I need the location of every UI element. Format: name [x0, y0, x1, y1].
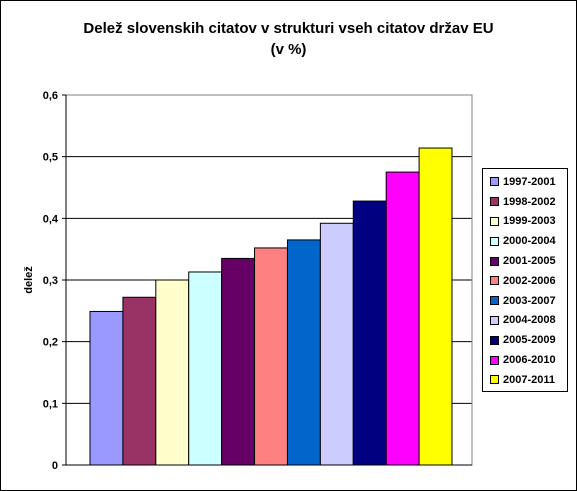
bar-2007-2011 [418, 147, 453, 466]
legend-label: 2002-2006 [503, 274, 556, 287]
bar-2005-2009 [352, 200, 387, 466]
y-tick-label: 0,3 [43, 275, 58, 287]
legend-label: 1998-2002 [503, 195, 556, 208]
legend-item: 2006-2010 [490, 350, 567, 370]
bar-2002-2006 [254, 247, 288, 466]
chart-title-line2: (v %) [270, 41, 307, 58]
y-tick-label: 0,1 [43, 398, 58, 410]
y-tick-label: 0,4 [43, 213, 59, 225]
legend-item: 2004-2008 [490, 311, 567, 331]
legend-label: 2005-2009 [503, 334, 556, 347]
bar-2003-2007 [286, 239, 321, 466]
legend-swatch [490, 197, 499, 207]
legend-item: 1997-2001 [490, 172, 567, 192]
legend-label: 1999-2003 [503, 215, 556, 228]
y-tick-label: 0,5 [43, 152, 58, 164]
legend-swatch [490, 375, 499, 385]
bar-1997-2001 [89, 310, 124, 466]
legend-swatch [490, 335, 499, 345]
chart-title-line1: Delež slovenskih citatov v strukturi vse… [83, 20, 494, 37]
legend-item: 1998-2002 [490, 192, 567, 212]
legend-label: 2003-2007 [503, 294, 556, 307]
legend-swatch [490, 315, 499, 325]
chart-title: Delež slovenskih citatov v strukturi vse… [0, 18, 577, 60]
legend-item: 2001-2005 [490, 251, 567, 271]
bar-2006-2010 [385, 171, 420, 466]
legend-label: 1997-2001 [503, 175, 556, 188]
legend-swatch [490, 355, 499, 365]
legend: 1997-2001 1998-2002 1999-2003 2000-2004 2001… [482, 168, 568, 392]
legend-label: 2004-2008 [503, 314, 556, 327]
legend-item: 2007-2011 [490, 370, 567, 390]
legend-label: 2006-2010 [503, 354, 556, 367]
y-tick-labels: 0 0,1 0,2 0,3 0,4 0,5 0,6 [43, 90, 66, 472]
bar-1999-2003 [155, 279, 190, 466]
legend-swatch [490, 236, 499, 246]
legend-swatch [490, 216, 499, 226]
legend-swatch [490, 256, 499, 266]
legend-label: 2001-2005 [503, 255, 556, 268]
bars [89, 147, 453, 466]
y-tick-label: 0 [52, 460, 58, 472]
legend-label: 2000-2004 [503, 235, 556, 248]
bar-2004-2008 [319, 222, 354, 466]
bar-1998-2002 [122, 296, 157, 466]
legend-label: 2007-2011 [503, 373, 555, 386]
legend-item: 2005-2009 [490, 330, 567, 350]
bar-2001-2005 [221, 257, 256, 466]
legend-item: 2003-2007 [490, 291, 567, 311]
legend-item: 2002-2006 [490, 271, 567, 291]
legend-item: 2000-2004 [490, 231, 567, 251]
y-tick-label: 0,2 [43, 337, 58, 349]
y-axis-label: delež [23, 266, 35, 294]
legend-swatch [490, 296, 499, 306]
legend-swatch [490, 177, 499, 187]
legend-swatch [490, 276, 499, 286]
legend-item: 1999-2003 [490, 212, 567, 232]
y-tick-label: 0,6 [43, 90, 58, 102]
bar-2000-2004 [188, 271, 223, 466]
